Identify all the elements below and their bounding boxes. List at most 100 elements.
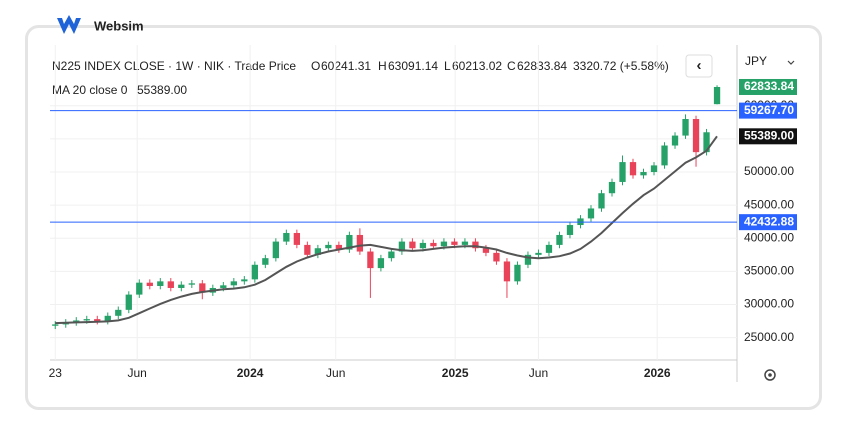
candle-body — [293, 232, 301, 245]
candle-body — [167, 281, 174, 288]
candle-body — [482, 248, 490, 253]
candle-body — [461, 241, 469, 245]
candle-body — [314, 248, 322, 255]
card — [25, 25, 822, 410]
candle-body — [325, 244, 332, 249]
candle-body — [430, 242, 437, 247]
y-tick-label: 30000.00 — [744, 297, 794, 311]
candle-body — [241, 279, 248, 282]
candle-body — [188, 283, 195, 285]
ohlc-label: H — [378, 59, 387, 73]
price-tag-label: 59267.70 — [744, 103, 794, 117]
candle-body — [125, 294, 132, 310]
x-tick-label: 2024 — [237, 366, 264, 380]
candle-body — [367, 251, 374, 269]
candle-body — [682, 119, 689, 136]
x-tick-label: 23 — [49, 366, 63, 380]
price-tag-label: 55389.00 — [744, 128, 794, 142]
candle-body — [619, 162, 626, 182]
candle-body — [398, 241, 406, 252]
ohlc-value: 62833.84 — [517, 59, 567, 73]
candle-body — [692, 119, 700, 153]
candle-body — [503, 261, 511, 282]
candle-body — [94, 319, 101, 322]
candle-body — [629, 162, 637, 176]
candle-body — [451, 241, 458, 245]
price-tag-label: 62833.84 — [744, 79, 794, 93]
brand: Websim — [94, 18, 144, 33]
candle-body — [104, 315, 111, 322]
candle-body — [608, 181, 616, 194]
price-tag — [739, 214, 797, 231]
logo: Websim — [57, 15, 144, 34]
candle-body — [230, 281, 237, 286]
candle-body — [566, 225, 574, 235]
chart-title: N225 INDEX CLOSE · 1W · NIK · Trade Pric… — [52, 59, 296, 73]
ma-line — [55, 135, 718, 325]
candle-body — [83, 319, 90, 321]
ohlc-value: 60213.02 — [452, 59, 502, 73]
candle-body — [493, 252, 500, 262]
ohlc-value: 63091.14 — [388, 59, 438, 73]
price-tag — [739, 102, 797, 119]
candle-body — [304, 244, 311, 255]
candle-body — [703, 132, 710, 153]
plot — [50, 45, 737, 360]
x-tick-label: 2025 — [442, 366, 469, 380]
candle-body — [220, 285, 227, 288]
candle-body — [587, 208, 595, 219]
ohlc-label: O — [311, 59, 320, 73]
x-tick-label: Jun — [326, 366, 345, 380]
candle-body — [136, 282, 143, 295]
x-tick-label: 2026 — [644, 366, 671, 380]
y-tick-label: 40000.00 — [744, 230, 794, 244]
candle-body — [598, 193, 605, 209]
ohlc-label: L — [444, 59, 451, 73]
currency[interactable]: JPY — [745, 54, 767, 68]
gear[interactable] — [764, 369, 776, 381]
candle-body — [272, 241, 279, 259]
y-tick-label: 35000.00 — [744, 264, 794, 278]
candle-body — [335, 244, 343, 250]
candle-body — [356, 234, 364, 252]
candle-body — [535, 252, 542, 255]
candle-body — [178, 284, 185, 288]
candle-body — [545, 244, 553, 253]
candle-body — [524, 254, 532, 265]
candle-body — [52, 324, 59, 326]
button-box[interactable] — [685, 54, 713, 78]
currency-select[interactable]: JPY — [745, 54, 795, 68]
candle-body — [671, 135, 679, 146]
candle-body — [146, 282, 153, 286]
change: 3320.72 (+5.58%) — [573, 59, 669, 73]
settings-button[interactable] — [764, 369, 776, 381]
y-tick-label: 50000.00 — [744, 164, 794, 178]
candle-body — [409, 241, 416, 249]
candle-body — [251, 264, 258, 280]
x-tick-label: Jun — [128, 366, 147, 380]
candle-body — [713, 86, 721, 105]
candle-body — [199, 283, 206, 293]
candle-body — [283, 232, 290, 242]
axes: 25000.00 30000.00 35000.00 40000.00 45000.00… — [49, 78, 797, 380]
gear-center[interactable] — [768, 373, 772, 377]
candle-body — [115, 309, 122, 316]
button-label[interactable]: ‹ — [697, 57, 702, 74]
candle-body — [157, 281, 164, 286]
candle-body — [640, 172, 647, 176]
candle-body — [650, 165, 658, 173]
candle-body — [388, 251, 395, 259]
chevron[interactable] — [787, 60, 795, 65]
ohlc-label: C — [507, 59, 516, 73]
candle-body — [661, 145, 668, 166]
back-button[interactable]: ‹ — [685, 54, 713, 78]
ma-legend: MA 20 close 0 — [52, 83, 128, 97]
price-tag-label: 42432.88 — [744, 214, 794, 228]
x-tick-label: Jun — [529, 366, 548, 380]
ma-legend-value: 55389.00 — [137, 83, 187, 97]
price-tag — [739, 78, 797, 95]
candle-body — [514, 264, 521, 282]
candle-body — [262, 258, 269, 265]
ohlc-value: 60241.31 — [321, 59, 371, 73]
